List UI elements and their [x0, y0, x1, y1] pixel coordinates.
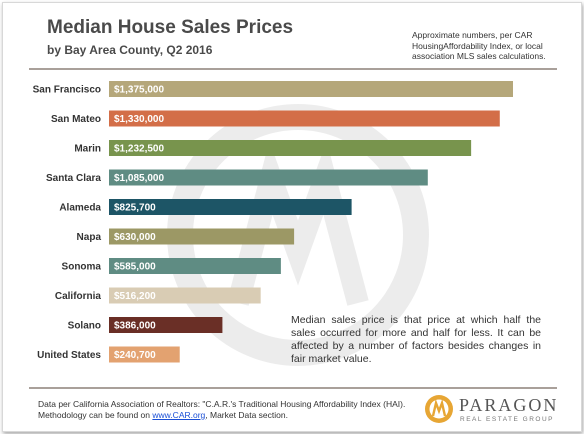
bar-value-label: $1,085,000 [114, 173, 164, 184]
footer-note: Data per California Association of Realt… [38, 399, 418, 421]
bar [109, 346, 180, 363]
chart-title: Median House Sales Prices [47, 17, 294, 38]
category-label: Santa Clara [46, 173, 101, 184]
bar [109, 169, 428, 186]
bar [109, 287, 261, 304]
bar-value-label: $585,000 [114, 262, 156, 273]
footer-line-2-suffix: , Market Data section. [205, 410, 288, 420]
logo-name: PARAGON [459, 395, 559, 415]
bottom-divider [29, 387, 557, 389]
paragon-logo: PARAGON REAL ESTATE GROUP [423, 393, 573, 429]
bar-chart: San Francisco $1,375,000 San Mateo $1,330,0… [33, 81, 513, 366]
bar [109, 199, 352, 215]
bar-value-label: $240,700 [114, 350, 156, 361]
category-label: California [55, 291, 102, 302]
footer-line-2-prefix: Methodology can be found on [38, 410, 153, 420]
source-note-line: HousingAffordability Index, or local [412, 40, 543, 51]
category-label: Solano [68, 321, 101, 332]
car-website-link[interactable]: www.CAR.org [152, 410, 206, 420]
category-label: Alameda [59, 203, 101, 214]
bar-value-label: $1,375,000 [114, 85, 164, 96]
paragon-logo-icon [425, 395, 453, 423]
bar-value-label: $516,200 [114, 291, 156, 302]
bar-value-label: $630,000 [114, 232, 156, 243]
bar [109, 81, 513, 97]
median-definition-note: Median sales price is that price at whic… [291, 314, 541, 365]
bar [109, 258, 281, 274]
category-label: Sonoma [62, 262, 102, 273]
footer-line-2: Methodology can be found on www.CAR.org,… [38, 410, 418, 421]
bar [109, 317, 223, 333]
source-note-line: Approximate numbers, per CAR [412, 30, 533, 40]
bar-value-label: $825,700 [114, 203, 156, 214]
top-divider [29, 68, 557, 70]
bar-value-label: $1,330,000 [114, 114, 164, 125]
category-label: Napa [77, 232, 102, 243]
category-label: United States [37, 350, 101, 361]
category-label: Marin [74, 144, 101, 155]
bar [109, 228, 295, 245]
category-label: San Mateo [51, 114, 101, 125]
bar-value-label: $386,000 [114, 321, 156, 332]
footer-line-1: Data per California Association of Realt… [38, 399, 406, 409]
source-note: Approximate numbers, per CAR HousingAffo… [412, 30, 582, 62]
chart-subtitle: by Bay Area County, Q2 2016 [47, 43, 213, 57]
bar-value-label: $1,232,500 [114, 144, 164, 155]
source-note-line: association MLS sales calculations. [412, 51, 546, 61]
bar [109, 140, 472, 156]
bar [109, 110, 500, 127]
category-label: San Francisco [33, 85, 101, 96]
logo-tagline: REAL ESTATE GROUP [460, 416, 555, 423]
